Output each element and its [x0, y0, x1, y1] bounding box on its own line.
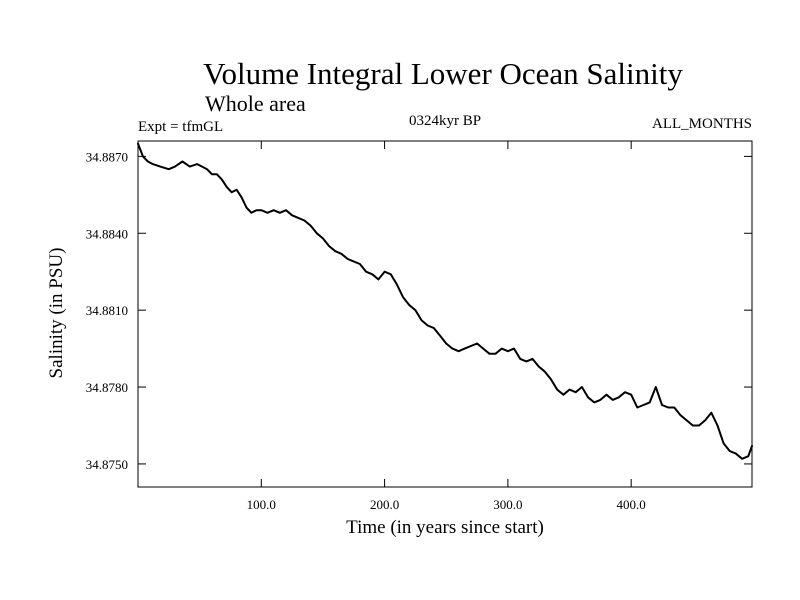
plot-frame: [137, 140, 753, 488]
y-tick-label: 34.8840: [86, 226, 128, 241]
x-tick-label: 100.0: [247, 497, 276, 512]
x-axis: 100.0 200.0 300.0 400.0: [247, 141, 646, 512]
x-tick-label: 400.0: [617, 497, 646, 512]
y-tick-label: 34.8780: [86, 380, 128, 395]
y-tick-label: 34.8750: [86, 457, 128, 472]
experiment-label: Expt = tfmGL: [138, 119, 223, 135]
x-tick-label: 300.0: [493, 497, 522, 512]
y-tick-label: 34.8810: [86, 303, 128, 318]
salinity-line: [137, 142, 753, 460]
chart-subtitle: Whole area: [205, 91, 306, 116]
y-tick-label: 34.8870: [86, 149, 128, 164]
y-axis-label: Salinity (in PSU): [46, 248, 67, 379]
y-axis: 34.8750 34.8780 34.8810 34.8840 34.8870: [86, 149, 752, 472]
x-axis-label: Time (in years since start): [346, 517, 544, 538]
months-label: ALL_MONTHS: [652, 116, 752, 132]
chart-title: Volume Integral Lower Ocean Salinity: [203, 56, 683, 91]
period-label: 0324kyr BP: [409, 113, 481, 129]
x-tick-label: 200.0: [370, 497, 399, 512]
